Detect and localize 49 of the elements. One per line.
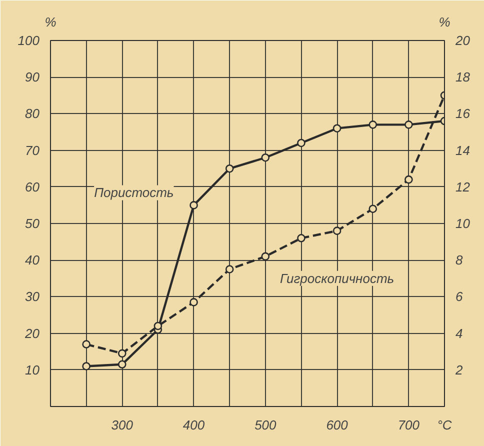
y2-tick-label: 8: [456, 252, 464, 268]
y-tick-label: 40: [25, 252, 40, 268]
x-tick-label: 500: [254, 418, 278, 432]
y2-axis-title: %: [438, 14, 450, 30]
x-tick-label: 700: [398, 418, 420, 432]
point: [404, 120, 413, 129]
y-tick-label: 20: [24, 326, 40, 341]
y-tick-label: 100: [18, 33, 40, 48]
point: [225, 164, 234, 173]
point: [332, 226, 342, 235]
point: [261, 252, 270, 261]
point: [297, 138, 306, 148]
point: [154, 322, 162, 330]
y-tick-label: 60: [25, 179, 40, 194]
y-tick-label: 10: [25, 362, 40, 378]
y2-tick-label: 2: [454, 362, 464, 378]
point: [297, 234, 306, 242]
point: [368, 204, 378, 214]
y2-tick-label: 16: [456, 106, 471, 122]
y2-tick-label: 20: [454, 33, 471, 48]
y2-tick-label: 6: [456, 289, 464, 304]
point: [332, 124, 342, 132]
x-axis-title: °C: [437, 418, 452, 432]
point: [225, 265, 234, 274]
y-tick-label: 70: [25, 142, 40, 158]
point: [82, 340, 90, 348]
x-tick-label: 400: [182, 418, 206, 432]
point: [118, 360, 126, 369]
series-label: Гигроскопичность: [280, 270, 394, 286]
point: [118, 349, 126, 358]
y-axis-title: %: [44, 14, 56, 30]
y-tick-label: 30: [25, 289, 40, 304]
y2-tick-label: 18: [456, 70, 471, 85]
y-tick-label: 80: [25, 106, 40, 122]
point: [190, 201, 198, 210]
point: [261, 153, 270, 162]
point: [82, 362, 90, 370]
y2-tick-label: 10: [456, 216, 471, 231]
series-label: Пористость: [94, 185, 174, 200]
point: [404, 175, 413, 184]
y2-tick-label: 14: [456, 142, 470, 158]
point: [190, 298, 198, 306]
y-tick-label: 90: [25, 70, 40, 85]
x-tick-label: 300: [111, 418, 134, 432]
y2-tick-label: 4: [456, 326, 463, 341]
point: [368, 120, 378, 129]
x-tick-label: 600: [326, 418, 349, 432]
y-tick-label: 50: [25, 216, 40, 231]
y2-tick-label: 12: [456, 179, 471, 194]
